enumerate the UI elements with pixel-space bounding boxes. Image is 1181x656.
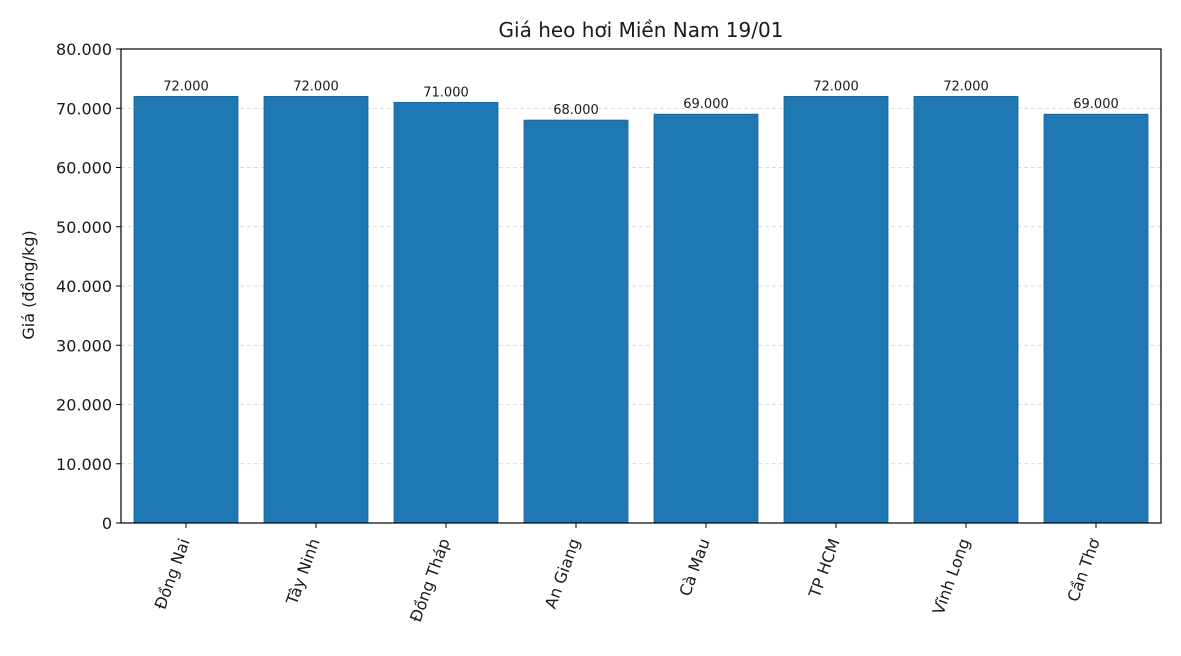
x-tick-label: Tây Ninh xyxy=(282,536,324,608)
x-tick-label: Cà Mau xyxy=(675,536,713,599)
data-label: 72.000 xyxy=(163,79,209,94)
x-tick-label: Cần Thơ xyxy=(1063,536,1103,605)
y-axis-label: Giá (đồng/kg) xyxy=(19,230,38,339)
data-label: 69.000 xyxy=(683,97,729,112)
bar xyxy=(393,101,499,524)
x-axis-ticks: Đồng Nai Tây Ninh Đồng Tháp An Giang Cà Mau T… xyxy=(151,523,1104,625)
bars xyxy=(133,96,1149,524)
x-tick-label: Đồng Nai xyxy=(151,536,194,612)
bar xyxy=(523,119,629,524)
x-tick-label: An Giang xyxy=(541,536,584,611)
bar xyxy=(913,96,1019,524)
data-label: 71.000 xyxy=(423,85,469,100)
data-label: 72.000 xyxy=(293,79,339,94)
plot-frame xyxy=(120,48,1162,524)
y-tick-label: 70.000 xyxy=(56,99,112,118)
bar xyxy=(653,113,759,524)
y-tick-label: 0 xyxy=(102,514,112,533)
data-label: 72.000 xyxy=(943,79,989,94)
x-tick-label: TP HCM xyxy=(805,536,844,601)
y-tick-label: 10.000 xyxy=(56,455,112,474)
y-tick-label: 30.000 xyxy=(56,336,112,355)
y-tick-label: 50.000 xyxy=(56,218,112,237)
y-axis-ticks: 0 10.000 20.000 30.000 40.000 50.000 60.000 70.… xyxy=(56,40,121,533)
y-tick-label: 20.000 xyxy=(56,396,112,415)
bar xyxy=(133,96,239,524)
data-label: 68.000 xyxy=(553,103,599,118)
bar xyxy=(263,96,369,524)
chart-title: Giá heo hơi Miền Nam 19/01 xyxy=(499,18,784,42)
x-tick-label: Vĩnh Long xyxy=(929,536,974,617)
y-tick-label: 80.000 xyxy=(56,40,112,59)
gridlines xyxy=(121,107,1161,465)
y-tick-label: 60.000 xyxy=(56,159,112,178)
data-labels: 72.000 72.000 71.000 68.000 69.000 72.000 72.0… xyxy=(163,79,1119,118)
x-tick-label: Đồng Tháp xyxy=(406,536,454,625)
data-label: 72.000 xyxy=(813,79,859,94)
y-tick-label: 40.000 xyxy=(56,277,112,296)
data-label: 69.000 xyxy=(1073,97,1119,112)
bar xyxy=(1043,113,1149,524)
bar xyxy=(783,96,889,524)
